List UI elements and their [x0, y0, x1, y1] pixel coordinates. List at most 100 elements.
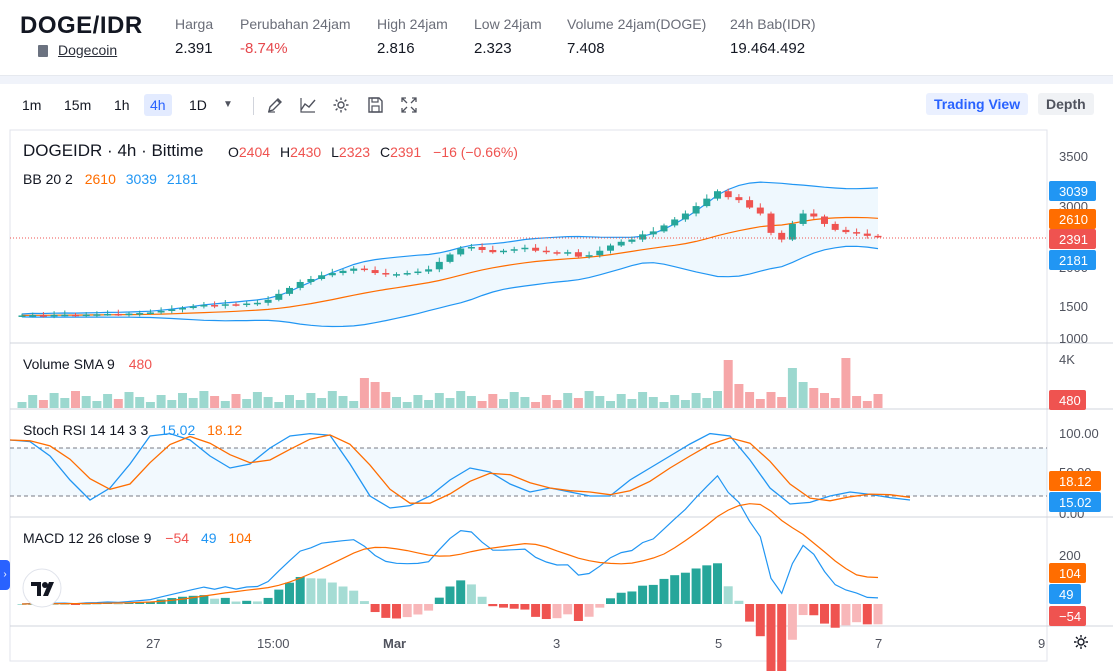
macd-legend: MACD 12 26 close 9 −54 49 104 — [23, 530, 252, 546]
side-panel-toggle[interactable]: › — [0, 560, 10, 590]
open-label: O — [228, 144, 239, 160]
last-price-tag — [1049, 229, 1096, 249]
price-tick: 1500 — [1059, 299, 1088, 314]
candle-body — [767, 213, 775, 233]
volume-bar — [338, 396, 348, 408]
save-icon[interactable] — [366, 96, 384, 114]
candle-body — [286, 287, 293, 294]
stat-label: Harga — [175, 16, 214, 32]
volume-value: 480 — [129, 356, 153, 372]
volume-bar — [734, 384, 744, 408]
chart-canvas[interactable]: DOGEIDR · 4h · Bittime O2404 H2430 L2323… — [0, 128, 1113, 671]
time-label: 3 — [553, 636, 560, 651]
tradingview-logo — [22, 568, 62, 608]
volume-bar — [103, 394, 113, 408]
macd-hist-bar — [220, 597, 230, 604]
volume-bar — [552, 400, 562, 408]
macd-hist-bar — [734, 600, 744, 604]
volume-bar — [873, 394, 883, 408]
volume-bar — [306, 393, 316, 408]
caret-down-icon[interactable]: ▼ — [223, 99, 233, 110]
stoch-band — [10, 448, 1047, 496]
macd-tick: 200 — [1059, 548, 1081, 563]
volume-bar — [49, 393, 59, 408]
macd-hist-bar — [145, 601, 155, 604]
macd-hist-bar — [199, 595, 209, 604]
timeframe-4h[interactable]: 4h — [144, 94, 172, 116]
settings-gear-icon[interactable] — [332, 96, 350, 114]
open-value: 2404 — [239, 144, 270, 160]
candle-body — [692, 206, 700, 214]
macd-hist-bar — [755, 604, 765, 637]
upper-band-tag-text: 3039 — [1059, 184, 1088, 199]
timeframe-1m[interactable]: 1m — [22, 97, 42, 113]
timeframe-1d[interactable]: 1D — [189, 97, 207, 113]
macd-hist-bar — [488, 604, 498, 607]
volume-bar — [456, 391, 466, 408]
volume-tag — [1049, 390, 1086, 410]
volume-bar — [220, 401, 230, 408]
macd-hist-bar — [135, 602, 145, 604]
macd-hist-bar — [113, 603, 123, 605]
volume-bar — [424, 400, 434, 408]
candle-body — [179, 308, 186, 310]
macd-hist-bar — [691, 568, 701, 604]
volume-bar — [231, 394, 241, 408]
candle-body — [296, 281, 304, 288]
time-label: 7 — [875, 636, 882, 651]
macd-hist-bar — [841, 604, 851, 626]
draw-pencil-icon[interactable] — [266, 96, 284, 114]
candle-body — [607, 245, 614, 251]
stoch-d-line — [9, 434, 911, 504]
macd-hist-bar — [659, 578, 669, 604]
macd-hist-bar — [873, 604, 883, 625]
candle-body — [200, 305, 208, 307]
coin-icon — [38, 45, 48, 57]
depth-tab[interactable]: Depth — [1038, 93, 1094, 115]
volume-bar — [466, 396, 476, 408]
fullscreen-icon[interactable] — [400, 96, 418, 114]
indicator-line-icon[interactable] — [299, 96, 317, 114]
stat-label: High 24jam — [377, 16, 448, 32]
bb-upper — [21, 181, 879, 315]
macd-hist-bar — [317, 578, 327, 604]
candle-body — [61, 314, 69, 317]
macd-hist-bar — [766, 604, 776, 671]
stoch-label: Stoch RSI 14 14 3 3 — [23, 422, 149, 438]
close-value: 2391 — [390, 144, 421, 160]
trading-view-tab[interactable]: Trading View — [926, 93, 1029, 115]
volume-bar — [167, 400, 177, 408]
coin-link[interactable]: Dogecoin — [58, 42, 118, 58]
stat-value: 2.816 — [377, 40, 415, 57]
close-label: C — [380, 144, 390, 160]
macd-hist-bar — [167, 598, 177, 604]
candle-body — [714, 191, 721, 199]
stoch-d-tag-text: 18.12 — [1059, 474, 1092, 489]
macd-hist-bar — [702, 565, 712, 604]
macd-line-tag — [1049, 584, 1081, 604]
last-price-tag-text: 2391 — [1059, 232, 1088, 247]
chart-settings-icon[interactable] — [1074, 635, 1088, 649]
macd-hist-bar — [327, 582, 337, 604]
macd-hist-bar — [370, 604, 380, 613]
timeframe-15m[interactable]: 15m — [64, 97, 92, 113]
candle-body — [703, 198, 711, 207]
volume-bar — [392, 397, 401, 408]
candle-body — [221, 304, 229, 306]
candle-body — [307, 278, 315, 282]
macd-hist-bar — [670, 575, 680, 604]
volume-bar — [488, 394, 498, 408]
candle-body — [788, 223, 796, 240]
market-header: DOGE/IDR Dogecoin Harga 2.391 Perubahan … — [0, 0, 1113, 76]
macd-hist-value: −54 — [165, 530, 189, 546]
macd-hist-bar — [359, 601, 369, 604]
timeframe-1h[interactable]: 1h — [114, 97, 130, 113]
candle-body — [39, 315, 47, 317]
volume-bar — [702, 398, 712, 408]
volume-bar — [156, 395, 166, 408]
volume-bar — [477, 401, 487, 408]
candle-body — [521, 247, 529, 250]
bb-lower-value: 2181 — [167, 171, 198, 187]
volume-bar — [413, 395, 423, 408]
candle-body — [853, 232, 861, 234]
